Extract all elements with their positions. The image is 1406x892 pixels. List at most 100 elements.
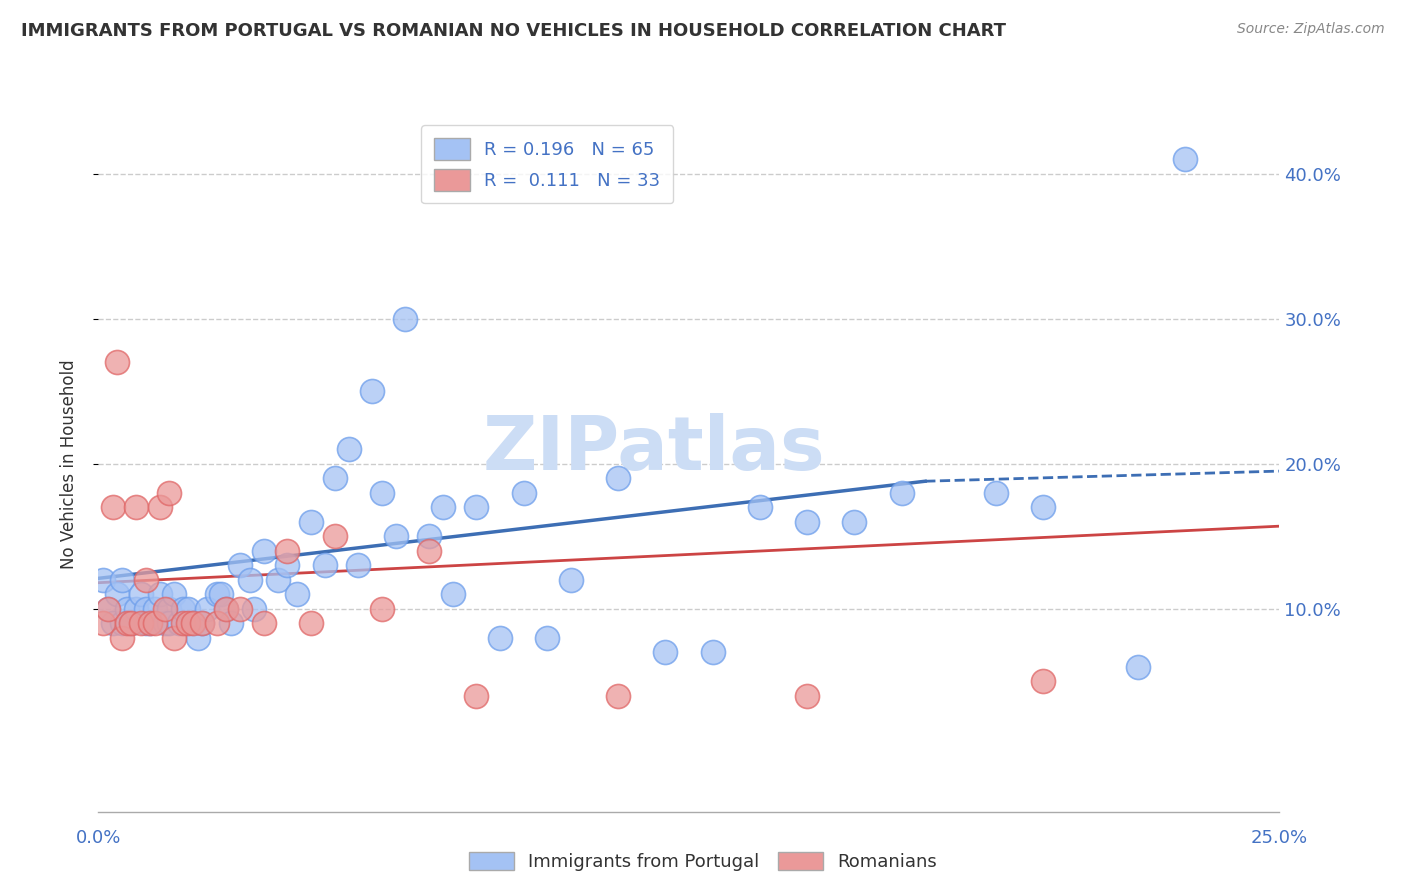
- Point: [243, 601, 266, 615]
- Point: [205, 616, 228, 631]
- Point: [195, 601, 218, 615]
- Point: [432, 500, 454, 515]
- Point: [796, 689, 818, 703]
- Point: [167, 616, 190, 631]
- Point: [512, 485, 534, 500]
- Point: [239, 573, 262, 587]
- Point: [91, 573, 114, 587]
- Point: [371, 485, 394, 500]
- Point: [121, 616, 143, 631]
- Point: [489, 631, 512, 645]
- Point: [172, 616, 194, 631]
- Legend: R = 0.196   N = 65, R =  0.111   N = 33: R = 0.196 N = 65, R = 0.111 N = 33: [422, 125, 673, 203]
- Point: [153, 616, 176, 631]
- Point: [105, 587, 128, 601]
- Point: [276, 558, 298, 573]
- Point: [1032, 500, 1054, 515]
- Point: [191, 616, 214, 631]
- Point: [97, 601, 120, 615]
- Point: [139, 616, 162, 631]
- Point: [163, 631, 186, 645]
- Point: [229, 601, 252, 615]
- Point: [267, 573, 290, 587]
- Point: [111, 573, 134, 587]
- Point: [181, 616, 204, 631]
- Point: [299, 616, 322, 631]
- Point: [215, 601, 238, 615]
- Point: [191, 616, 214, 631]
- Point: [984, 485, 1007, 500]
- Point: [172, 601, 194, 615]
- Point: [187, 631, 209, 645]
- Point: [135, 573, 157, 587]
- Point: [253, 616, 276, 631]
- Point: [219, 616, 242, 631]
- Point: [215, 601, 238, 615]
- Point: [536, 631, 558, 645]
- Point: [1126, 660, 1149, 674]
- Point: [115, 601, 138, 615]
- Point: [465, 689, 488, 703]
- Point: [253, 543, 276, 558]
- Point: [418, 543, 440, 558]
- Point: [143, 616, 166, 631]
- Text: ZIPatlas: ZIPatlas: [482, 413, 825, 486]
- Point: [748, 500, 770, 515]
- Point: [149, 500, 172, 515]
- Point: [163, 587, 186, 601]
- Point: [371, 601, 394, 615]
- Point: [323, 529, 346, 543]
- Point: [607, 471, 630, 485]
- Point: [157, 601, 180, 615]
- Point: [125, 601, 148, 615]
- Point: [314, 558, 336, 573]
- Point: [441, 587, 464, 601]
- Text: IMMIGRANTS FROM PORTUGAL VS ROMANIAN NO VEHICLES IN HOUSEHOLD CORRELATION CHART: IMMIGRANTS FROM PORTUGAL VS ROMANIAN NO …: [21, 22, 1007, 40]
- Point: [111, 616, 134, 631]
- Point: [418, 529, 440, 543]
- Text: Source: ZipAtlas.com: Source: ZipAtlas.com: [1237, 22, 1385, 37]
- Point: [135, 616, 157, 631]
- Point: [115, 616, 138, 631]
- Point: [101, 616, 124, 631]
- Point: [205, 587, 228, 601]
- Point: [157, 616, 180, 631]
- Point: [394, 312, 416, 326]
- Point: [135, 601, 157, 615]
- Point: [91, 616, 114, 631]
- Point: [105, 355, 128, 369]
- Point: [299, 515, 322, 529]
- Point: [276, 543, 298, 558]
- Text: 25.0%: 25.0%: [1251, 829, 1308, 847]
- Point: [153, 601, 176, 615]
- Point: [111, 631, 134, 645]
- Point: [157, 485, 180, 500]
- Point: [181, 616, 204, 631]
- Point: [385, 529, 408, 543]
- Point: [129, 587, 152, 601]
- Point: [121, 616, 143, 631]
- Point: [143, 601, 166, 615]
- Text: 0.0%: 0.0%: [76, 829, 121, 847]
- Point: [97, 601, 120, 615]
- Point: [844, 515, 866, 529]
- Point: [139, 616, 162, 631]
- Point: [125, 500, 148, 515]
- Point: [702, 645, 724, 659]
- Point: [149, 587, 172, 601]
- Point: [465, 500, 488, 515]
- Point: [796, 515, 818, 529]
- Point: [1032, 674, 1054, 689]
- Point: [177, 616, 200, 631]
- Point: [209, 587, 232, 601]
- Point: [654, 645, 676, 659]
- Point: [361, 384, 384, 399]
- Point: [101, 500, 124, 515]
- Point: [323, 471, 346, 485]
- Point: [229, 558, 252, 573]
- Legend: Immigrants from Portugal, Romanians: Immigrants from Portugal, Romanians: [461, 845, 945, 879]
- Point: [285, 587, 308, 601]
- Y-axis label: No Vehicles in Household: No Vehicles in Household: [59, 359, 77, 569]
- Point: [890, 485, 912, 500]
- Point: [177, 601, 200, 615]
